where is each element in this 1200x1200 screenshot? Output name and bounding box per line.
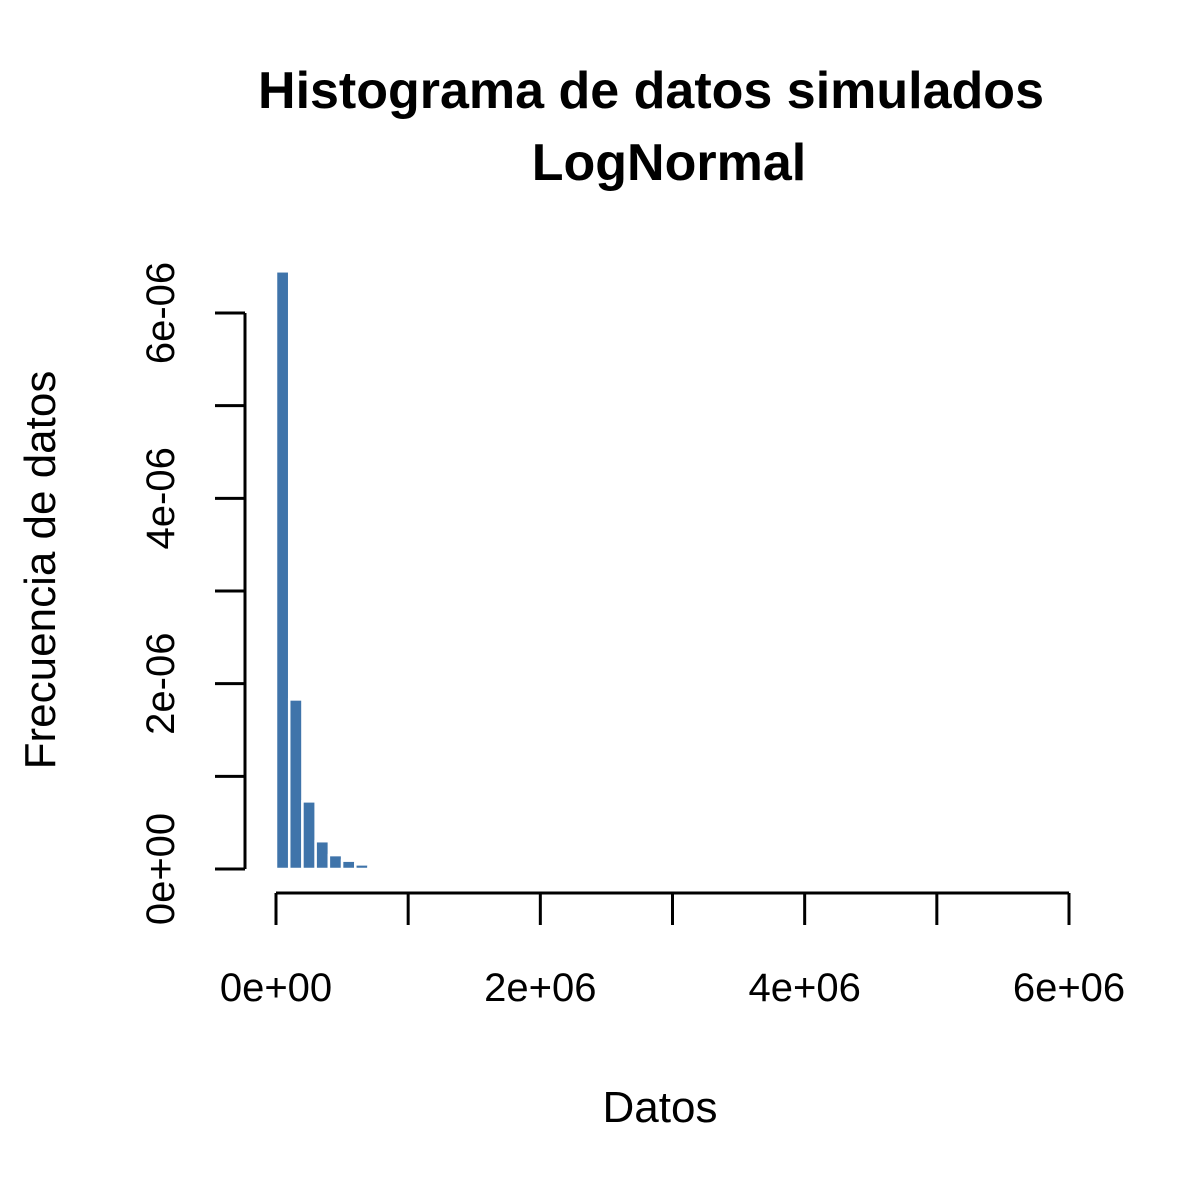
histogram-bar-5	[340, 859, 357, 871]
x-tick-label-4: 4e+06	[748, 966, 860, 1010]
x-axis-title: Datos	[603, 1083, 718, 1132]
histogram-bar-1	[287, 698, 304, 871]
x-tick-label-0: 0e+00	[220, 966, 332, 1010]
y-tick-label-4: 4e-06	[139, 447, 183, 549]
histogram-bar-3	[314, 839, 331, 871]
x-tick-label-2: 2e+06	[484, 966, 596, 1010]
x-tick-label-6: 6e+06	[1013, 966, 1125, 1010]
chart-title-line1: Histograma de datos simulados	[258, 62, 1044, 120]
y-tick-label-2: 2e-06	[139, 633, 183, 735]
chart-title-line2: LogNormal	[532, 134, 806, 192]
histogram-bar-7	[367, 865, 383, 871]
histogram-bar-6	[354, 863, 370, 871]
y-tick-label-6: 6e-06	[139, 262, 183, 364]
y-axis-title: Frecuencia de datos	[16, 371, 65, 770]
histogram-bars	[274, 270, 383, 871]
x-axis: 0e+00 2e+06 4e+06 6e+06	[220, 891, 1125, 1010]
y-tick-label-0: 0e+00	[139, 813, 183, 925]
y-axis: 0e+00 2e-06 4e-06 6e-06	[139, 262, 247, 925]
histogram-bar-4	[327, 853, 344, 871]
histogram-bar-0	[274, 270, 291, 871]
histogram-bar-2	[301, 800, 317, 871]
